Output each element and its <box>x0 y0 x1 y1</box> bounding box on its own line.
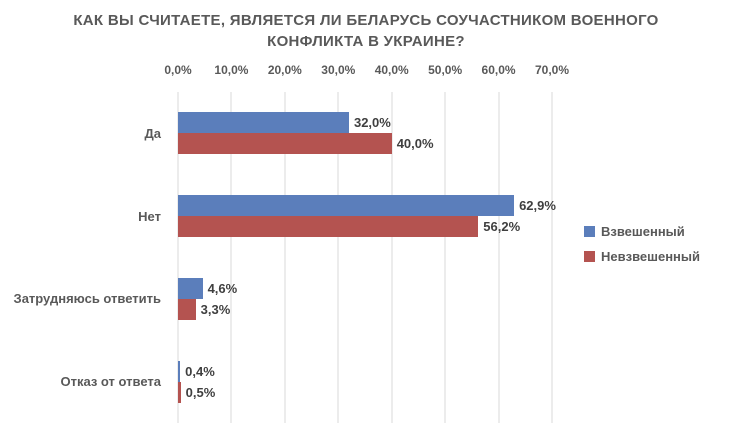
bar-Невзвешенный <box>178 133 392 155</box>
bar-Невзвешенный <box>178 298 196 320</box>
bar-group: 4,6% 3,3% <box>178 258 552 341</box>
bar-Невзвешенный <box>178 216 479 238</box>
legend: Взвешенный Невзвешенный <box>584 224 700 264</box>
bar-Взвешенный <box>178 360 181 382</box>
bar-line: 62,9% <box>178 195 556 217</box>
bar-Взвешенный <box>178 195 515 217</box>
value-label: 32,0% <box>353 115 391 131</box>
bar-line: 3,3% <box>178 298 552 320</box>
gridline <box>444 92 446 423</box>
gridline <box>230 92 232 423</box>
gridline <box>551 92 553 423</box>
value-label: 0,5% <box>185 384 216 400</box>
bar-Невзвешенный <box>178 381 181 403</box>
gridline <box>337 92 339 423</box>
value-label: 0,4% <box>185 363 215 379</box>
legend-swatch-icon <box>584 251 595 262</box>
x-axis-tick: 60,0% <box>481 63 516 77</box>
x-axis-tick: 50,0% <box>428 63 463 77</box>
legend-label: Невзвешенный <box>601 249 700 264</box>
category-label: Да <box>144 125 162 141</box>
value-label: 56,2% <box>483 219 521 235</box>
x-axis-tick: 30,0% <box>321 63 356 77</box>
x-axis-tick: 40,0% <box>374 63 409 77</box>
bar-line: 0,4% <box>178 360 552 382</box>
bar-group: 0,4% 0,5% <box>178 340 552 423</box>
x-axis-tick: 20,0% <box>267 63 302 77</box>
bar-group: 62,9% 56,2% <box>178 175 556 258</box>
legend-item: Взвешенный <box>584 224 700 239</box>
value-label: 4,6% <box>207 280 238 296</box>
bar-line: 0,5% <box>178 381 552 403</box>
bar-Взвешенный <box>178 277 203 299</box>
x-axis-tick: 0,0% <box>164 63 192 77</box>
legend-item: Невзвешенный <box>584 249 700 264</box>
legend-swatch-icon <box>584 226 595 237</box>
bar-line: 40,0% <box>178 133 552 155</box>
gridline <box>284 92 286 423</box>
plot-area: 32,0% 40,0% 62,9% 56,2% 4,6% 3,3% 0,4% 0,5% <box>177 92 556 423</box>
bar-Взвешенный <box>178 112 349 134</box>
gridline <box>498 92 500 423</box>
x-axis: 0,0% 10,0% 20,0% 30,0% 40,0% 50,0% 60,0% 70,0% <box>164 63 569 79</box>
category-labels: Да Нет Затрудняюсь ответить Отказ от ответа <box>0 92 170 423</box>
x-axis-tick: 70,0% <box>534 63 570 77</box>
bar-line: 4,6% <box>178 277 552 299</box>
value-label: 40,0% <box>396 136 434 152</box>
category-label: Нет <box>138 208 161 224</box>
x-axis-tick: 10,0% <box>214 63 249 77</box>
category-label: Затрудняюсь ответить <box>13 291 161 307</box>
gridline <box>177 92 179 423</box>
gridline <box>391 92 393 423</box>
value-label: 3,3% <box>200 301 231 317</box>
bar-group: 32,0% 40,0% <box>178 92 552 175</box>
value-label: 62,9% <box>519 198 556 214</box>
category-label: Отказ от ответа <box>60 374 161 390</box>
chart-title: КАК ВЫ СЧИТАЕТЕ, ЯВЛЯЕТСЯ ЛИ БЕЛАРУСЬ СО… <box>73 12 659 50</box>
bar-line: 32,0% <box>178 112 552 134</box>
legend-label: Взвешенный <box>601 224 685 239</box>
bar-line: 56,2% <box>178 216 552 238</box>
